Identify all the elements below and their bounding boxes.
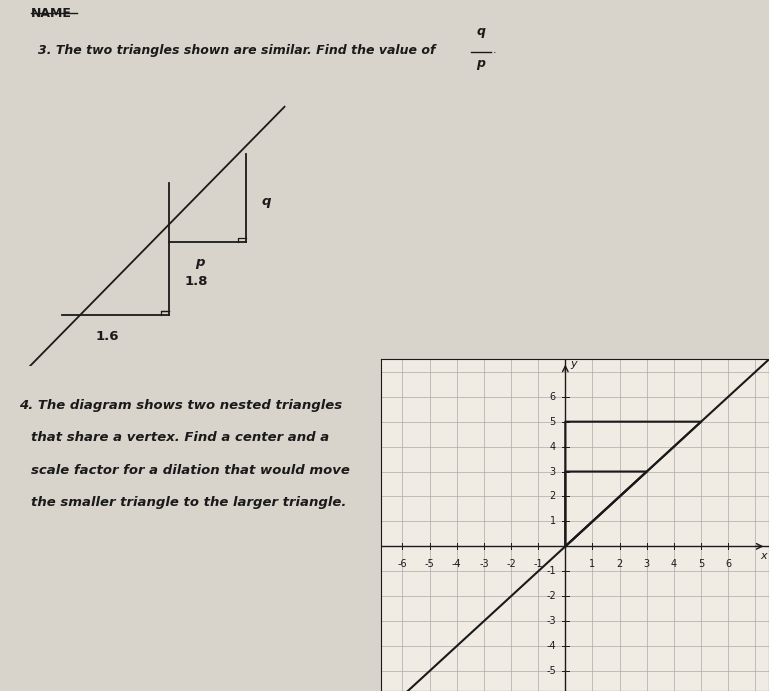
Text: 3. The two triangles shown are similar. Find the value of: 3. The two triangles shown are similar. … [38, 44, 441, 57]
Text: -6: -6 [398, 559, 408, 569]
Text: -2: -2 [506, 559, 516, 569]
Text: -4: -4 [452, 559, 461, 569]
Text: 1: 1 [589, 559, 595, 569]
Text: q: q [476, 26, 485, 39]
Text: 3: 3 [644, 559, 650, 569]
Text: p: p [476, 57, 485, 70]
Text: 3: 3 [550, 466, 556, 477]
Text: p: p [195, 256, 205, 269]
Text: 4. The diagram shows two nested triangles: 4. The diagram shows two nested triangle… [19, 399, 342, 412]
Text: 5: 5 [550, 417, 556, 426]
Text: -5: -5 [546, 666, 556, 676]
Text: 1: 1 [550, 516, 556, 527]
Text: 5: 5 [698, 559, 704, 569]
Text: y: y [570, 359, 577, 369]
Text: that share a vertex. Find a center and a: that share a vertex. Find a center and a [31, 431, 329, 444]
Text: 2: 2 [617, 559, 623, 569]
Text: q: q [261, 195, 271, 208]
Text: -1: -1 [546, 567, 556, 576]
Text: -2: -2 [546, 591, 556, 601]
Text: -4: -4 [546, 641, 556, 651]
Text: 2: 2 [550, 491, 556, 502]
Text: scale factor for a dilation that would move: scale factor for a dilation that would m… [31, 464, 350, 477]
Text: 6: 6 [725, 559, 731, 569]
Text: .: . [493, 45, 497, 55]
Text: 4: 4 [550, 442, 556, 452]
Text: 1.8: 1.8 [185, 276, 208, 289]
Text: -1: -1 [534, 559, 543, 569]
Text: 1.6: 1.6 [96, 330, 119, 343]
Text: -5: -5 [424, 559, 434, 569]
Text: x: x [761, 551, 767, 561]
Text: 6: 6 [550, 392, 556, 401]
Text: -3: -3 [479, 559, 488, 569]
Text: -3: -3 [546, 616, 556, 626]
Text: NAME: NAME [31, 8, 72, 20]
Text: 4: 4 [671, 559, 677, 569]
Text: the smaller triangle to the larger triangle.: the smaller triangle to the larger trian… [31, 496, 346, 509]
